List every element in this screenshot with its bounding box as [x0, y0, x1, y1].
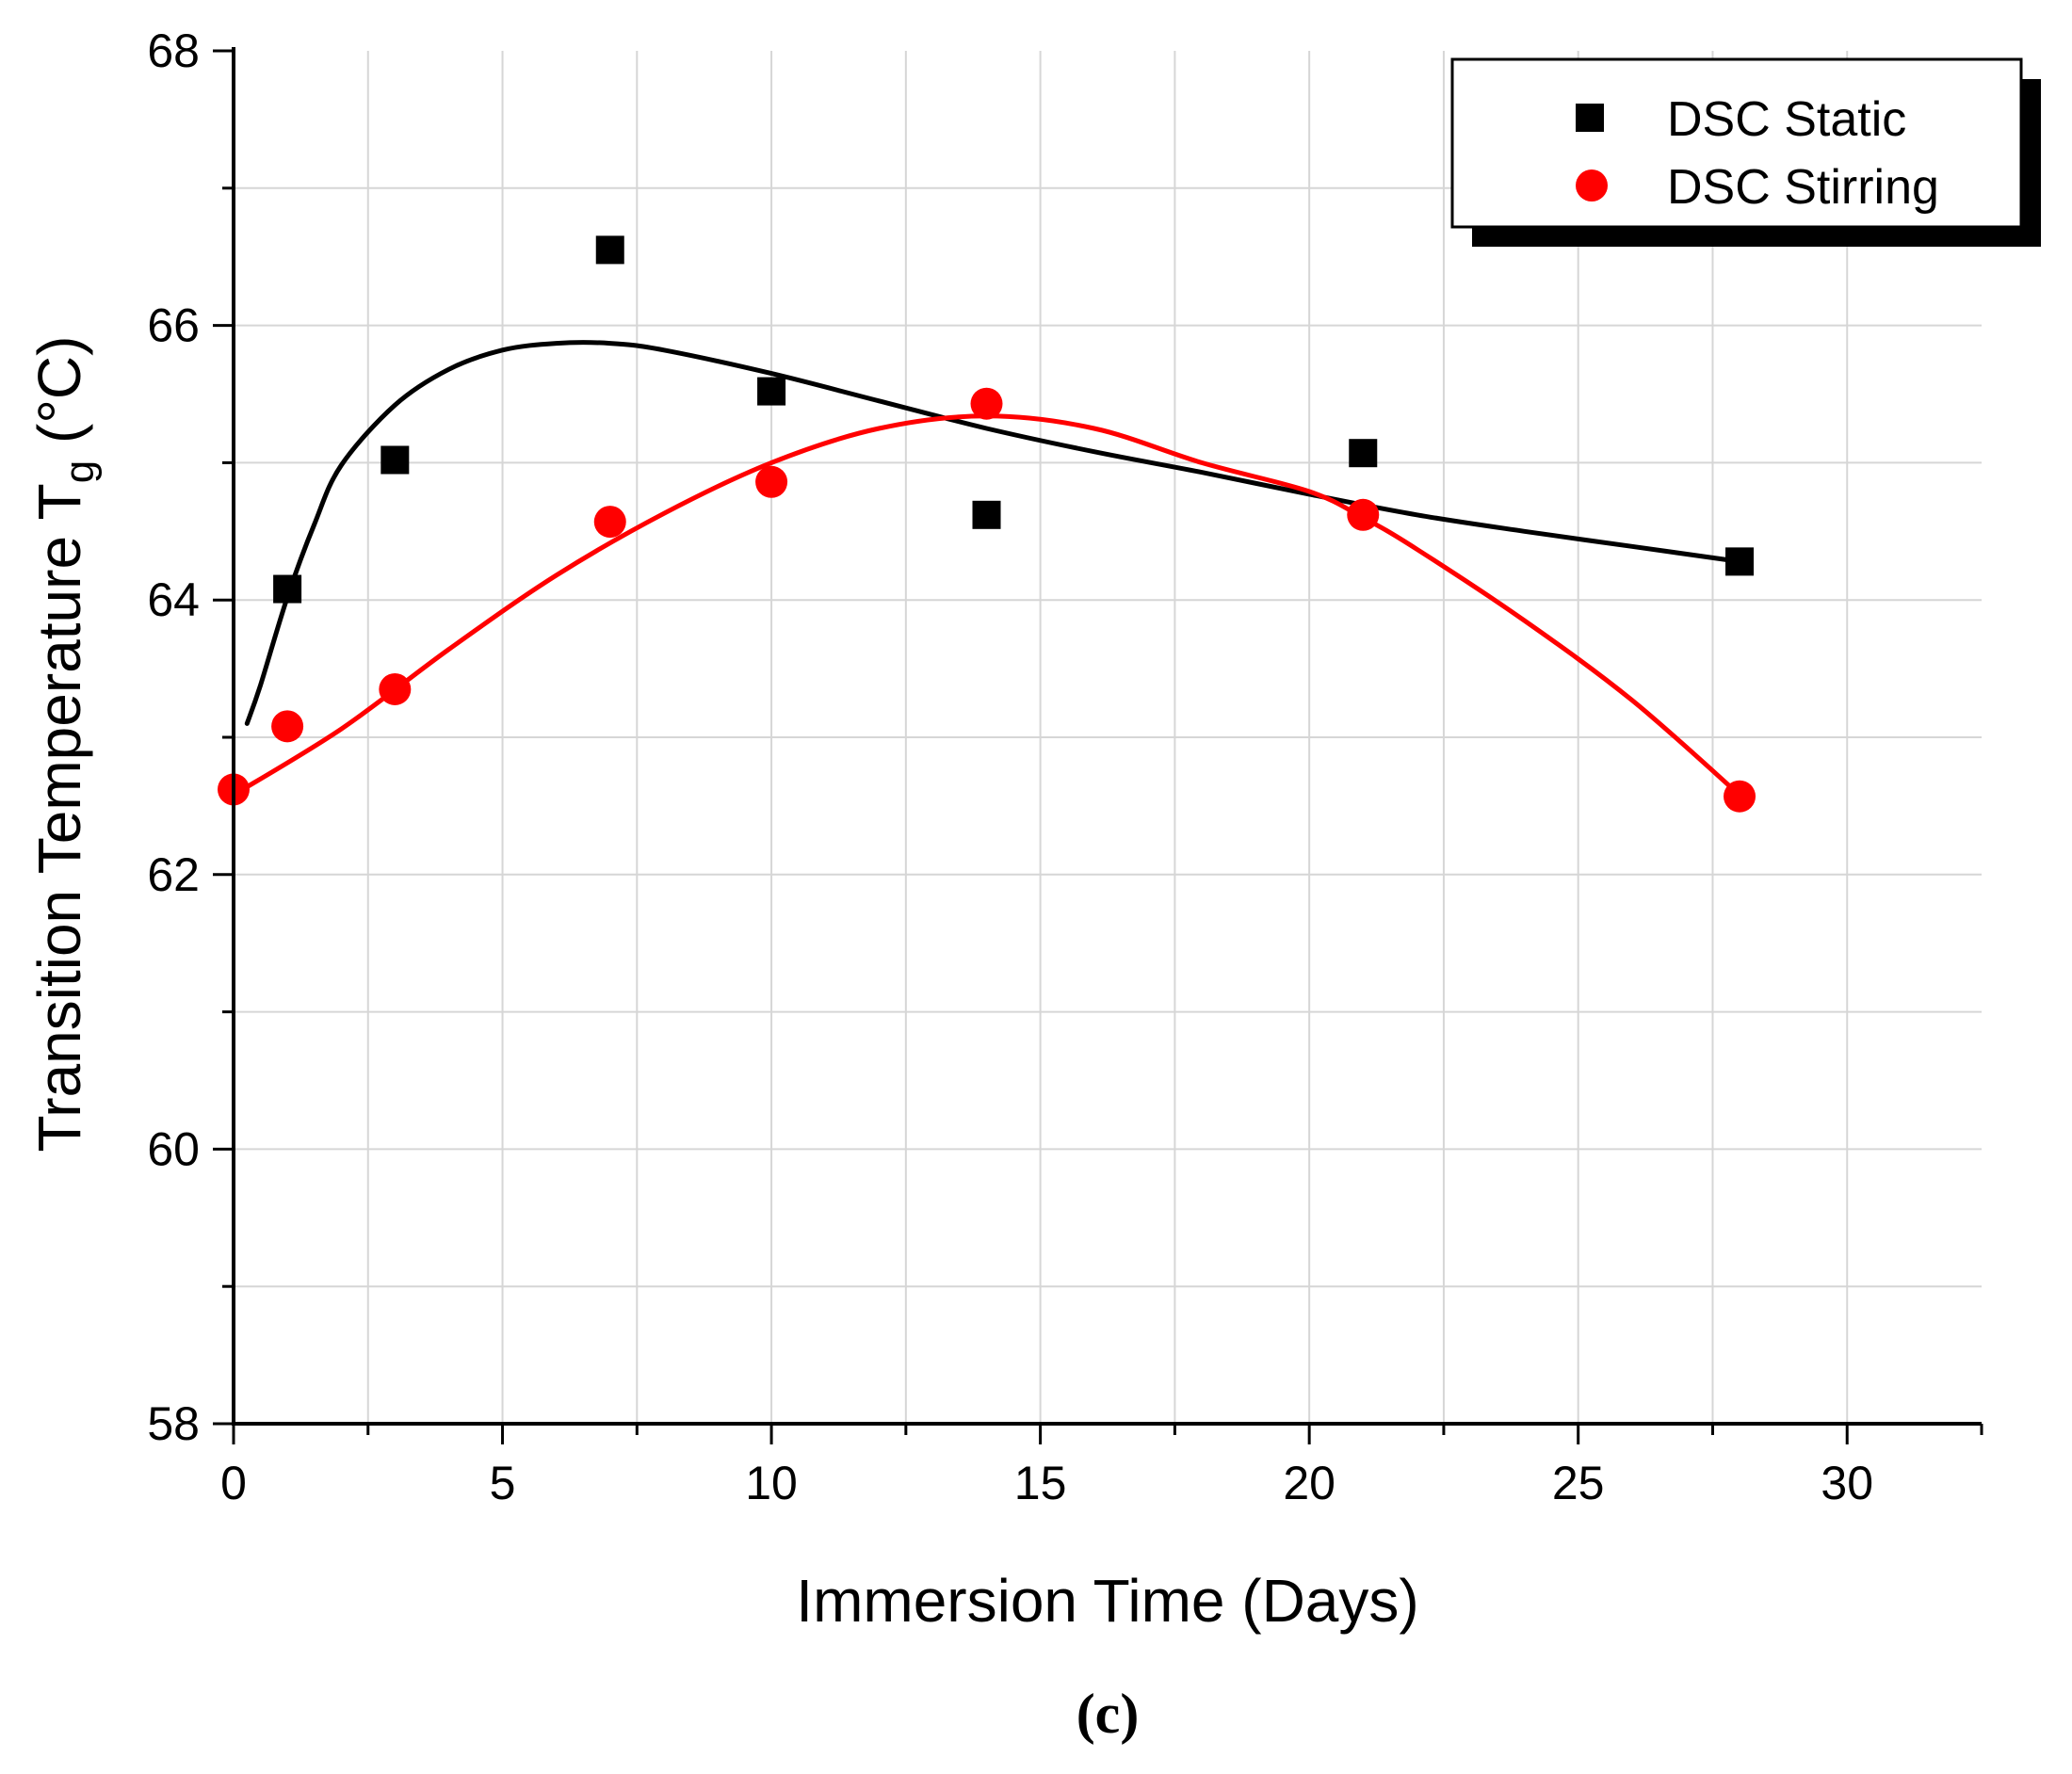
legend-marker-stirring — [1576, 169, 1608, 202]
x-tick-label: 25 — [1552, 1457, 1605, 1509]
static-point — [1725, 547, 1755, 576]
data-points — [218, 235, 1756, 813]
x-tick-label: 30 — [1821, 1457, 1873, 1509]
x-tick-label: 10 — [745, 1457, 798, 1509]
stirring-point — [271, 710, 304, 743]
y-axis-title: Transition Temperature Tg (°C) — [25, 336, 103, 1153]
stirring-point — [755, 465, 788, 498]
legend-label-stirring: DSC Stirring — [1667, 160, 1939, 215]
y-tick-label: 60 — [147, 1122, 200, 1175]
stirring-point — [593, 506, 626, 539]
stirring-point — [970, 387, 1003, 420]
static-point — [273, 574, 302, 604]
static-point — [1349, 439, 1378, 468]
stirring-point — [1347, 498, 1380, 531]
y-tick-label: 68 — [147, 24, 200, 77]
y-tick-label: 62 — [147, 848, 200, 901]
fit-line-stirring — [231, 413, 1742, 798]
tick-labels: 0 5 10 15 20 25 30 58 60 62 64 66 68 — [147, 24, 1873, 1509]
static-point — [972, 500, 1001, 529]
axes — [213, 47, 1983, 1444]
legend-label-static: DSC Static — [1667, 92, 1906, 147]
x-axis-title: Immersion Time (Days) — [796, 1567, 1418, 1635]
legend-box — [1450, 57, 2023, 229]
y-tick-label: 58 — [147, 1397, 200, 1450]
x-tick-label: 5 — [490, 1457, 516, 1509]
static-point — [757, 377, 786, 406]
y-tick-label: 64 — [147, 573, 200, 626]
figure-caption: (c) — [1076, 1683, 1140, 1745]
fit-lines — [231, 340, 1742, 798]
legend: DSC Static DSC Stirring — [1450, 57, 2041, 247]
y-axis-title-subscript: g — [57, 460, 103, 483]
y-axis-title-unit: (°C) — [25, 336, 93, 460]
x-tick-label: 20 — [1283, 1457, 1335, 1509]
y-tick-label: 66 — [147, 299, 200, 352]
legend-marker-static — [1576, 104, 1604, 132]
x-tick-label: 15 — [1014, 1457, 1067, 1509]
x-tick-label: 0 — [220, 1457, 247, 1509]
static-point — [595, 235, 624, 265]
grid — [233, 51, 1982, 1424]
fit-line-static — [244, 340, 1742, 726]
stirring-point — [1724, 780, 1756, 813]
static-point — [380, 445, 410, 475]
y-axis-title-main: Transition Temperature T — [25, 483, 93, 1152]
stirring-point — [379, 672, 412, 705]
